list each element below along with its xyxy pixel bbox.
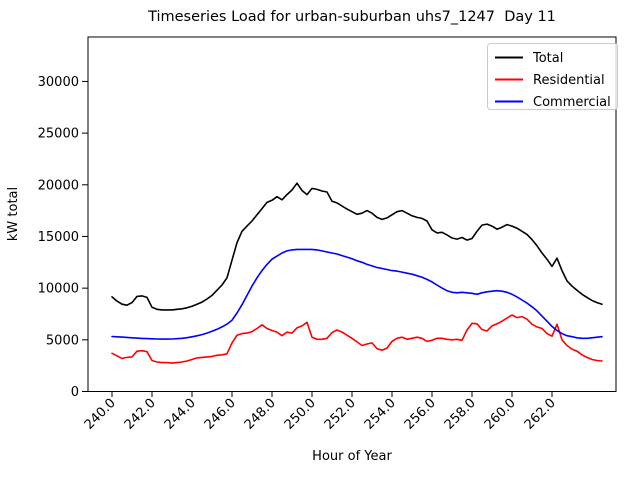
x-ticks: 240.0 242.0 244.0 246.0 248.0 250.0 252.0 254.0… bbox=[82, 391, 559, 433]
x-tick-label: 258.0 bbox=[442, 396, 479, 433]
y-tick-label: 0 bbox=[71, 385, 79, 400]
x-tick-label: 240.0 bbox=[82, 396, 119, 433]
x-tick-label: 250.0 bbox=[282, 396, 319, 433]
series-line-total bbox=[111, 182, 603, 311]
legend: Total Residential Commercial bbox=[487, 43, 618, 110]
y-tick-label: 20000 bbox=[38, 178, 79, 193]
x-tick-label: 256.0 bbox=[402, 396, 439, 433]
x-tick-label: 254.0 bbox=[362, 396, 399, 433]
series-line-residential bbox=[111, 314, 603, 364]
series-line-commercial bbox=[111, 248, 603, 340]
y-ticks: 0 5000 10000 15000 20000 25000 30000 bbox=[38, 75, 88, 400]
y-tick-label: 15000 bbox=[38, 230, 79, 245]
legend-box bbox=[487, 43, 618, 110]
x-tick-label: 262.0 bbox=[522, 396, 559, 433]
legend-label-commercial: Commercial bbox=[533, 95, 611, 110]
series-lines bbox=[111, 182, 603, 364]
x-tick-label: 244.0 bbox=[162, 396, 199, 433]
y-tick-label: 10000 bbox=[38, 282, 79, 297]
y-tick-label: 5000 bbox=[46, 333, 79, 348]
legend-label-total: Total bbox=[532, 51, 563, 66]
x-tick-label: 252.0 bbox=[322, 396, 359, 433]
y-tick-label: 30000 bbox=[38, 75, 79, 90]
chart-title: Timeseries Load for urban-suburban uhs7_… bbox=[148, 9, 556, 25]
x-tick-label: 260.0 bbox=[482, 396, 519, 433]
x-axis-label: Hour of Year bbox=[312, 449, 392, 464]
y-axis-label: kW total bbox=[6, 187, 21, 241]
y-tick-label: 25000 bbox=[38, 127, 79, 142]
x-tick-label: 246.0 bbox=[202, 396, 239, 433]
x-tick-label: 242.0 bbox=[122, 396, 159, 433]
x-tick-label: 248.0 bbox=[242, 396, 279, 433]
legend-label-residential: Residential bbox=[533, 73, 605, 88]
